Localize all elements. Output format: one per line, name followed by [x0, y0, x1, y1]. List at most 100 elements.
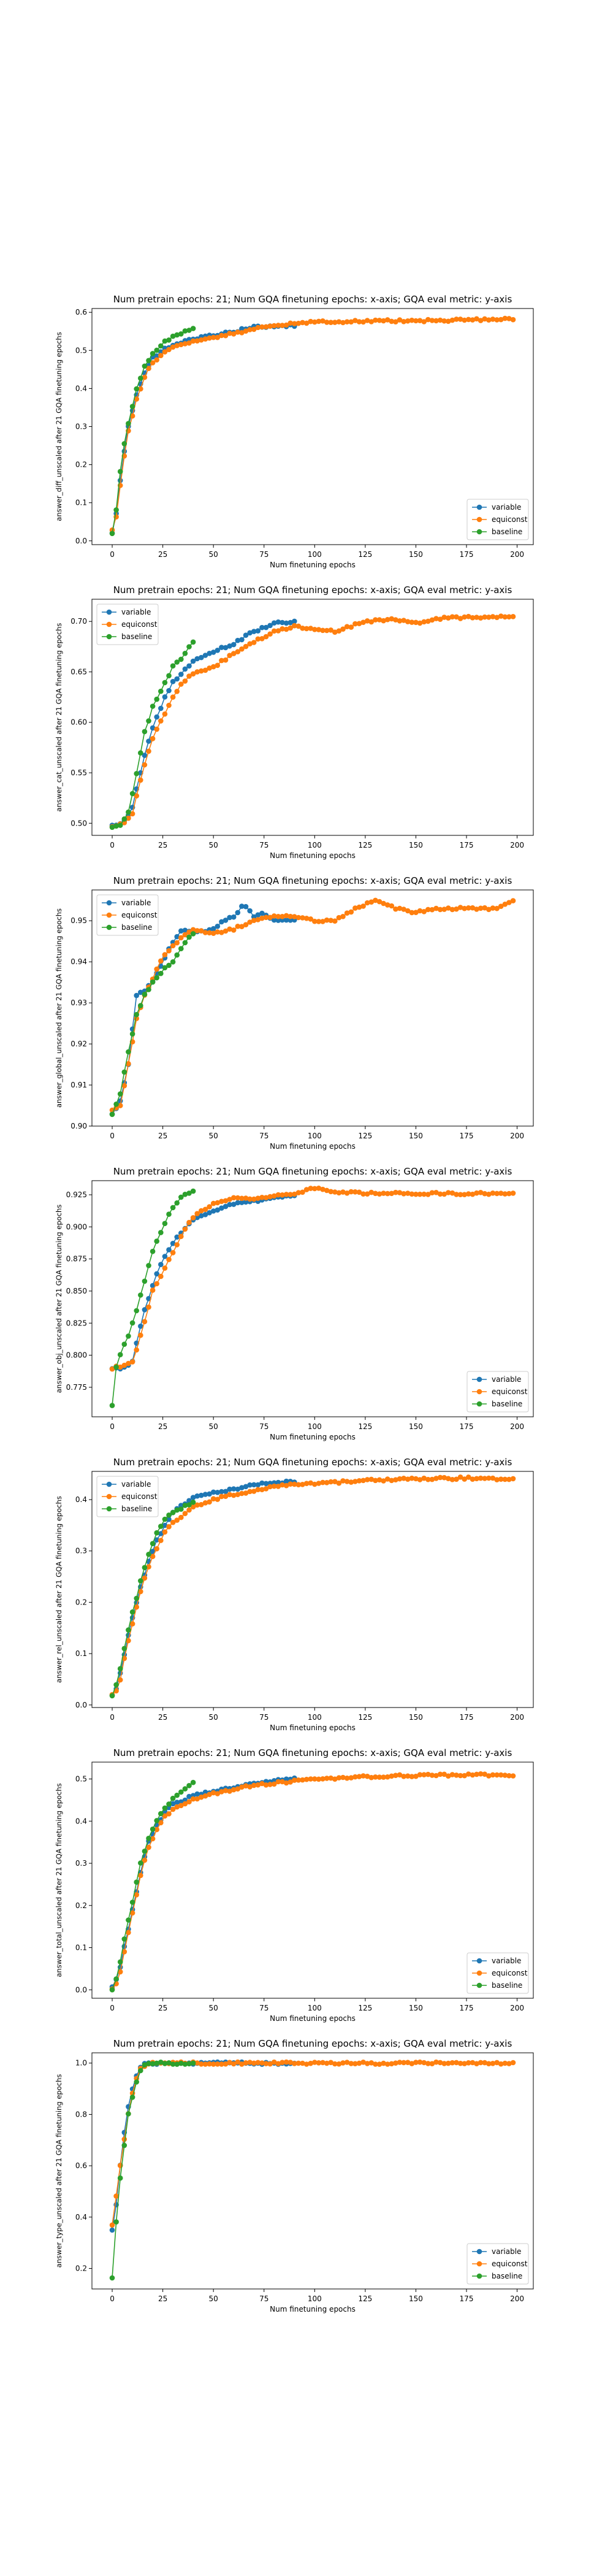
data-point: [300, 626, 305, 631]
data-point: [178, 1789, 184, 1795]
data-point: [223, 1198, 229, 1204]
data-point: [421, 909, 427, 914]
y-tick-label: 0.55: [70, 769, 87, 777]
data-point: [247, 641, 253, 646]
x-tick-label: 200: [510, 2294, 524, 2303]
legend: variable equiconst baseline: [96, 604, 159, 645]
data-point: [142, 1849, 148, 1854]
y-tick-label: 0.6: [75, 2161, 87, 2170]
data-point: [401, 1476, 406, 1481]
data-point: [437, 317, 443, 323]
x-tick-label: 100: [308, 2004, 322, 2012]
series-baseline: [109, 1188, 196, 1408]
data-point: [502, 315, 508, 321]
data-point: [138, 989, 143, 995]
data-point: [223, 2061, 229, 2067]
data-point: [263, 1481, 269, 1487]
chart-title: Num pretrain epochs: 21; Num GQA finetun…: [113, 875, 512, 886]
data-point: [344, 1190, 350, 1196]
data-point: [174, 940, 180, 946]
data-point: [182, 1797, 188, 1803]
data-point: [199, 1492, 204, 1498]
data-point: [190, 1500, 196, 1505]
data-point: [421, 1475, 427, 1481]
data-point: [510, 898, 516, 903]
data-point: [178, 1506, 184, 1512]
data-point: [316, 2060, 322, 2066]
data-point: [449, 2060, 455, 2066]
data-point: [429, 617, 435, 623]
data-point: [259, 1195, 265, 1200]
data-point: [470, 905, 476, 911]
data-point: [421, 319, 427, 324]
data-point: [441, 1474, 447, 1481]
data-point: [251, 2060, 257, 2066]
data-point: [397, 905, 403, 911]
x-tick-label: 200: [510, 1132, 524, 1140]
data-point: [300, 320, 305, 326]
data-point: [150, 1287, 156, 1293]
data-point: [146, 1263, 151, 1268]
data-point: [373, 897, 378, 903]
data-point: [227, 1788, 232, 1794]
data-point: [138, 1332, 143, 1338]
y-tick-label: 0.5: [75, 346, 87, 355]
data-point: [210, 664, 216, 670]
data-point: [449, 1477, 455, 1482]
data-point: [441, 907, 447, 912]
x-tick-label: 100: [308, 1713, 322, 1722]
y-axis-label: answer_obj_unscaled after 21 GQA finetun…: [55, 1205, 63, 1393]
data-point: [134, 771, 139, 776]
data-point: [239, 1784, 245, 1790]
data-point: [312, 918, 318, 924]
x-tick-label: 50: [209, 550, 218, 559]
data-point: [178, 672, 184, 677]
data-point: [332, 1479, 338, 1484]
data-point: [482, 2060, 487, 2066]
data-point: [401, 319, 406, 324]
data-point: [117, 1666, 123, 1671]
data-point: [126, 1917, 131, 1923]
data-point: [186, 929, 192, 935]
data-point: [384, 317, 390, 323]
data-point: [154, 1537, 159, 1543]
data-point: [397, 1772, 403, 1778]
data-point: [368, 1476, 375, 1482]
data-point: [170, 694, 176, 700]
data-point: [251, 1196, 257, 1202]
data-point: [332, 629, 338, 635]
data-point: [158, 964, 164, 969]
data-point: [121, 2142, 128, 2149]
data-point: [207, 2061, 212, 2067]
data-point: [138, 1873, 143, 1879]
data-point: [283, 2059, 289, 2065]
data-point: [405, 1190, 411, 1196]
y-tick-label: 0.3: [75, 1859, 87, 1868]
data-point: [146, 2061, 151, 2066]
legend-marker-variable: [106, 1481, 112, 1487]
data-point: [494, 905, 500, 911]
data-point: [320, 627, 326, 634]
legend: variable equiconst baseline: [466, 499, 529, 540]
legend-label-variable: variable: [121, 899, 151, 907]
data-point: [247, 919, 253, 925]
x-axis-label: Num finetuning epochs: [270, 1142, 356, 1151]
data-point: [275, 1192, 281, 1198]
data-point: [271, 1781, 277, 1787]
data-point: [186, 644, 192, 650]
data-point: [336, 1775, 342, 1781]
data-point: [230, 1787, 237, 1793]
data-point: [295, 2060, 302, 2066]
legend-marker-variable: [476, 1376, 482, 1382]
data-point: [113, 1364, 119, 1370]
chart-title: Num pretrain epochs: 21; Num GQA finetun…: [113, 1457, 512, 1468]
data-point: [126, 1061, 131, 1067]
data-point: [368, 1774, 375, 1781]
data-point: [263, 1782, 269, 1788]
data-point: [154, 353, 159, 359]
data-point: [486, 1191, 492, 1197]
data-point: [182, 341, 188, 347]
data-point: [202, 336, 208, 342]
data-point: [486, 1773, 492, 1779]
chart-title: Num pretrain epochs: 21; Num GQA finetun…: [113, 1747, 512, 1758]
